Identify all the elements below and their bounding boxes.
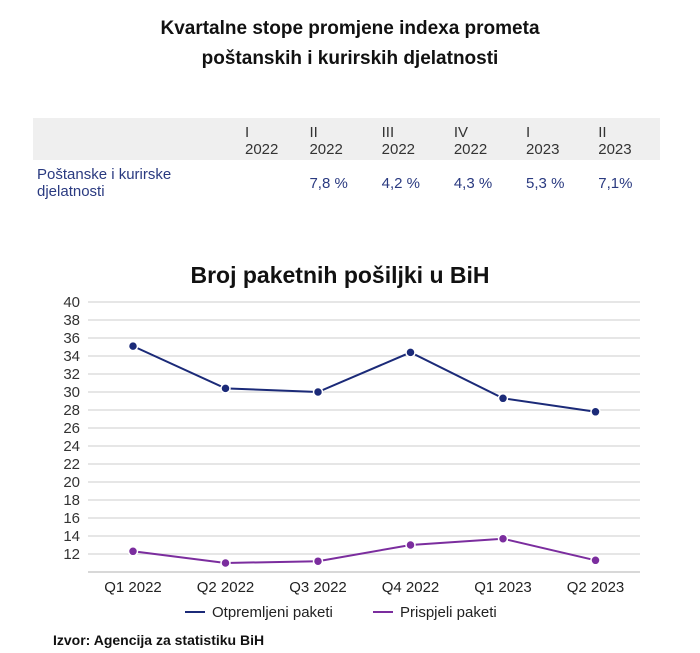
table-row: Poštanske i kurirske djelatnosti 7,8 % 4,2… [33, 160, 660, 206]
row-label: Poštanske i kurirske djelatnosti [37, 166, 172, 200]
column-header: II 2022 [305, 118, 378, 160]
data-point [590, 406, 601, 418]
x-tick-label: Q2 2022 [197, 579, 255, 596]
series-line [132, 537, 596, 565]
y-tick-label: 18 [63, 492, 80, 509]
data-point [312, 386, 324, 398]
chart-title: Broj paketnih pošiljki u BiH [190, 262, 490, 288]
data-point [312, 555, 324, 567]
table-cell: 4,2 % [381, 174, 420, 192]
x-tick-label: Q4 2022 [382, 579, 440, 596]
y-tick-label: 12 [63, 546, 80, 563]
column-header: I 2022 [241, 118, 306, 160]
y-tick-label: 36 [63, 330, 80, 347]
data-point [497, 393, 509, 404]
rates-table: I 2022 II 2022 III 2022 IV 2022 I 2023 II 2023 Pošt… [33, 118, 660, 206]
table-cell: 4,3 % [453, 174, 493, 192]
data-point [405, 539, 416, 551]
y-tick-label: 20 [63, 474, 80, 491]
column-header: II 2023 [594, 118, 660, 160]
column-header: III 2022 [377, 118, 450, 160]
data-point [590, 555, 601, 566]
y-tick-label: 32 [63, 366, 80, 383]
column-header: I 2023 [522, 118, 595, 160]
data-point [220, 557, 231, 569]
table-header-row: I 2022 II 2022 III 2022 IV 2022 I 2023 II 2023 [33, 118, 660, 160]
data-point [220, 383, 231, 394]
y-tick-label: 26 [63, 420, 80, 437]
legend-label: Prispjeli paketi [400, 604, 497, 621]
x-tick-label: Q2 2023 [567, 579, 625, 596]
table-cell: 7,1% [598, 174, 633, 192]
column-header: IV 2022 [449, 118, 523, 160]
data-point [497, 533, 509, 544]
y-tick-label: 38 [63, 312, 80, 329]
y-tick-label: 28 [63, 402, 80, 419]
data-point [127, 340, 139, 352]
y-tick-label: 16 [63, 510, 80, 527]
source-note: Izvor: Agencija za statistiku BiH [53, 632, 265, 648]
y-tick-label: 24 [63, 438, 80, 455]
series-line [132, 345, 596, 413]
y-tick-label: 30 [63, 384, 80, 401]
table-cell: 5,3 % [526, 174, 565, 192]
data-point [405, 347, 416, 358]
legend-label: Otpremljeni paketi [212, 604, 333, 621]
data-point [127, 546, 139, 557]
y-tick-label: 34 [63, 348, 80, 365]
table-cell: 7,8 % [309, 174, 348, 192]
y-tick-label: 22 [63, 456, 80, 473]
x-tick-label: Q1 2023 [474, 579, 532, 596]
y-tick-label: 14 [63, 528, 80, 545]
main-title: Kvartalne stope promjene indexa prometa p… [160, 18, 540, 69]
x-tick-label: Q3 2022 [289, 579, 347, 596]
y-tick-label: 40 [63, 294, 80, 311]
x-tick-label: Q1 2022 [104, 579, 162, 596]
